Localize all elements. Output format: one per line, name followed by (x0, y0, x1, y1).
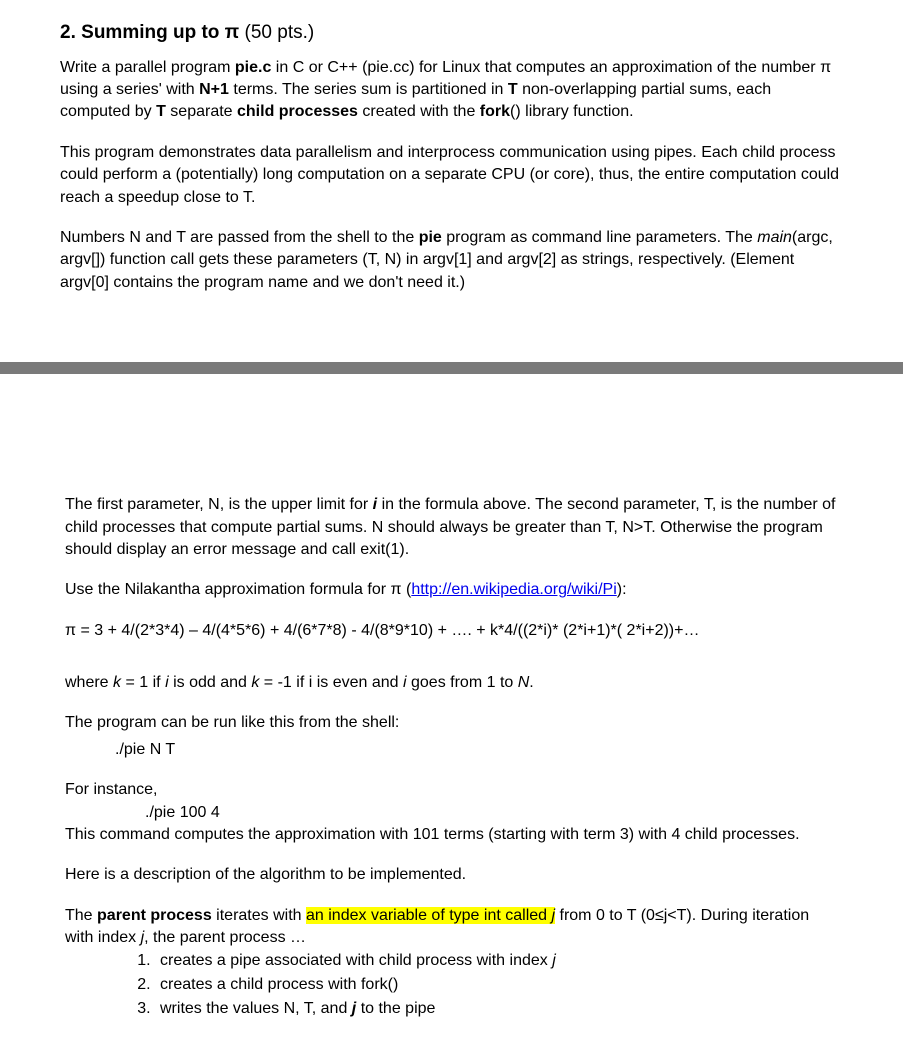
wiki-pi-link[interactable]: http://en.wikipedia.org/wiki/Pi (411, 581, 616, 598)
algorithm-steps-list: creates a pipe associated with child pro… (65, 950, 838, 1021)
paragraph-7: The program can be run like this from th… (65, 712, 838, 734)
heading-title: Summing up to π (81, 22, 239, 43)
list-item: creates a pipe associated with child pro… (155, 950, 838, 972)
paragraph-10: The parent process iterates with an inde… (65, 905, 838, 950)
command-1: ./pie N T (65, 739, 838, 761)
paragraph-8b: This command computes the approximation … (65, 824, 838, 846)
paragraph-5: Use the Nilakantha approximation formula… (65, 579, 838, 601)
list-item: writes the values N, T, and j to the pip… (155, 998, 838, 1020)
highlighted-text: an index variable of type int called j (306, 907, 555, 924)
command-2: ./pie 100 4 (65, 802, 838, 824)
upper-section: 2. Summing up to π (50 pts.) Write a par… (0, 0, 903, 332)
list-item: creates a child process with fork() (155, 974, 838, 996)
paragraph-6: where k = 1 if i is odd and k = -1 if i … (65, 672, 838, 694)
paragraph-9: Here is a description of the algorithm t… (65, 864, 838, 886)
heading-points: (50 pts.) (245, 22, 315, 43)
paragraph-8a: For instance, (65, 779, 838, 801)
paragraph-1: Write a parallel program pie.c in C or C… (60, 57, 843, 124)
paragraph-2: This program demonstrates data paralleli… (60, 142, 843, 209)
page-divider (0, 362, 903, 374)
heading-number: 2. (60, 22, 76, 43)
paragraph-4: The first parameter, N, is the upper lim… (65, 494, 838, 561)
section-heading: 2. Summing up to π (50 pts.) (60, 20, 843, 47)
paragraph-3: Numbers N and T are passed from the shel… (60, 227, 843, 294)
formula-text: π = 3 + 4/(2*3*4) – 4/(4*5*6) + 4/(6*7*8… (65, 620, 838, 642)
lower-section: The first parameter, N, is the upper lim… (0, 454, 903, 1043)
